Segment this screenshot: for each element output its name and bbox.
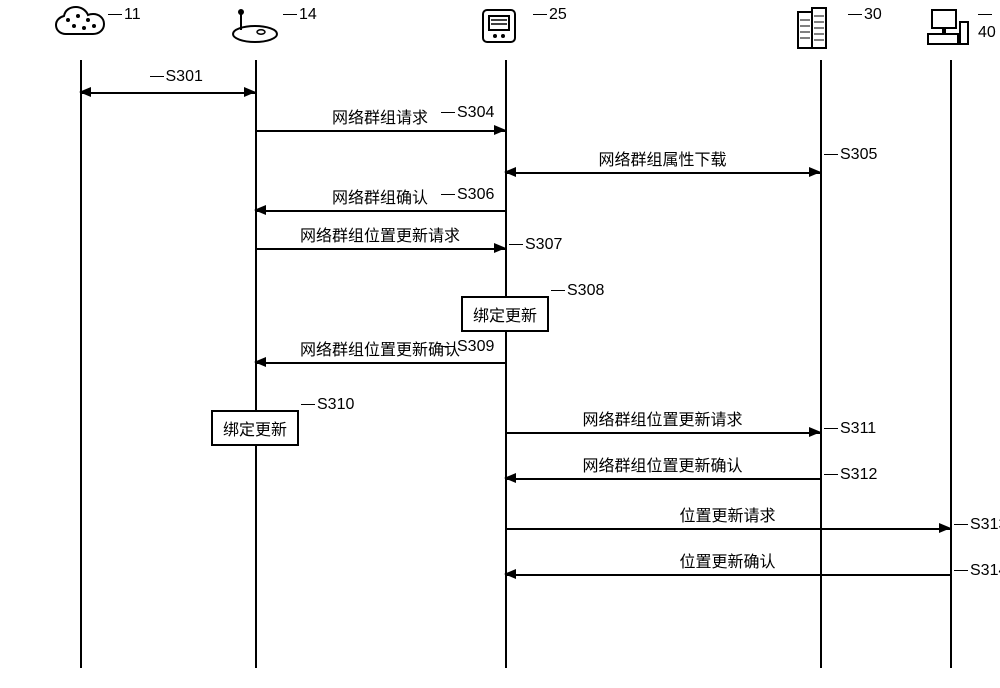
actor-label-pc: 40	[978, 6, 1000, 42]
lifeline-cloud	[80, 60, 82, 668]
actor-router	[227, 4, 283, 44]
message-label: 网络群组请求	[332, 104, 428, 129]
sequence-diagram: 11 14 25 30 40 网络群组请求网络群组属性下载网络群组确认网络群组位置…	[0, 0, 1000, 688]
process-box-b310: 绑定更新	[211, 410, 299, 446]
message-label: 网络群组确认	[332, 184, 428, 209]
step-code-S309: S309	[441, 338, 494, 356]
server-icon	[792, 4, 836, 52]
device-icon	[477, 4, 521, 48]
message-label: 网络群组位置更新确认	[582, 452, 742, 477]
step-code-S311: S311	[824, 420, 876, 438]
lifeline-server	[820, 60, 822, 668]
router-icon	[227, 4, 283, 44]
step-code-S313: S313	[954, 516, 1000, 534]
actor-label-cloud: 11	[108, 6, 141, 24]
actor-id: 11	[124, 6, 141, 23]
actor-id: 40	[978, 24, 996, 41]
message-label: 网络群组位置更新确认	[300, 336, 460, 361]
actor-server	[792, 4, 836, 52]
step-code-S307: S307	[509, 236, 562, 254]
message-label: 网络群组位置更新请求	[582, 406, 742, 431]
step-code-S310: S310	[301, 396, 354, 414]
step-code-S314: S314	[954, 562, 1000, 580]
pc-icon	[922, 4, 970, 48]
message-label: 位置更新确认	[679, 548, 775, 573]
actor-device	[477, 4, 521, 48]
step-code-S305: S305	[824, 146, 877, 164]
actor-label-router: 14	[283, 6, 317, 24]
message-label: 位置更新请求	[679, 502, 775, 527]
actor-pc	[922, 4, 970, 48]
step-code-S312: S312	[824, 466, 877, 484]
step-code-S301: S301	[150, 68, 203, 86]
message-label: 网络群组位置更新请求	[300, 222, 460, 247]
actor-cloud	[52, 4, 108, 44]
actor-label-device: 25	[533, 6, 567, 24]
process-box-b308: 绑定更新	[461, 296, 549, 332]
actor-id: 30	[864, 6, 882, 23]
actor-id: 25	[549, 6, 567, 23]
step-code-S306: S306	[441, 186, 494, 204]
lifeline-pc	[950, 60, 952, 668]
actor-label-server: 30	[848, 6, 882, 24]
actor-id: 14	[299, 6, 317, 23]
cloud-icon	[52, 4, 108, 44]
message-label: 网络群组属性下载	[598, 146, 726, 171]
step-code-S304: S304	[441, 104, 494, 122]
step-code-S308: S308	[551, 282, 604, 300]
